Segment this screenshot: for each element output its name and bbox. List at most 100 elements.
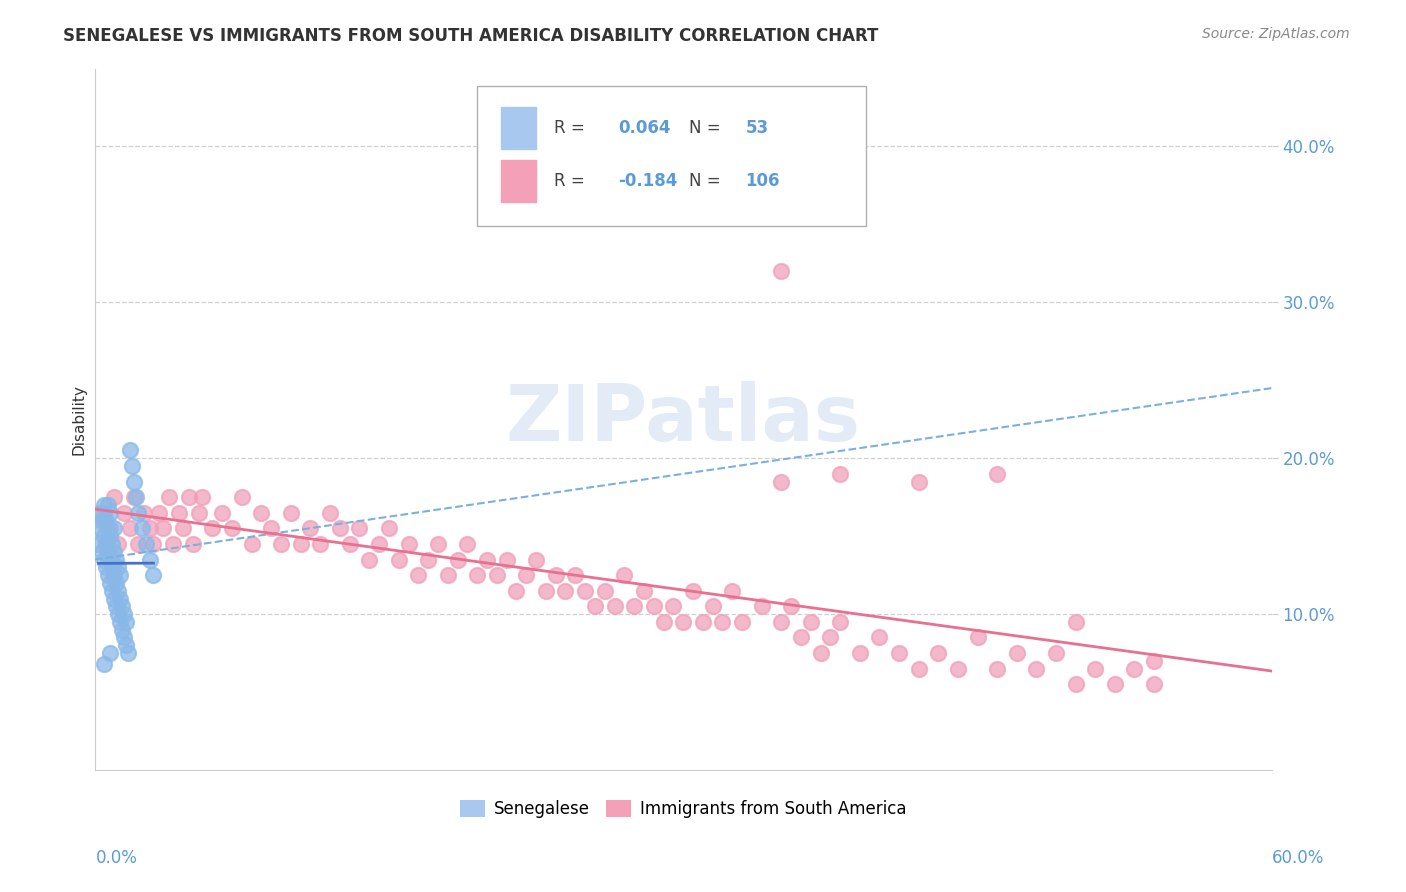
- Text: ZIPatlas: ZIPatlas: [506, 381, 860, 458]
- Point: [112, 607, 135, 621]
- Point: [201, 521, 224, 535]
- Point: [103, 568, 125, 582]
- Point: [162, 537, 184, 551]
- Point: [97, 545, 120, 559]
- Point: [152, 521, 174, 535]
- Point: [887, 646, 910, 660]
- Point: [107, 607, 129, 621]
- Point: [122, 475, 145, 489]
- Point: [111, 599, 134, 614]
- Point: [97, 498, 120, 512]
- Point: [1045, 646, 1067, 660]
- Point: [101, 583, 124, 598]
- Point: [790, 631, 813, 645]
- Point: [177, 490, 200, 504]
- Point: [378, 521, 401, 535]
- Point: [131, 521, 153, 535]
- Point: [117, 646, 139, 660]
- Point: [105, 552, 128, 566]
- Point: [643, 599, 665, 614]
- Point: [98, 529, 121, 543]
- Point: [652, 615, 675, 629]
- Point: [112, 631, 135, 645]
- Point: [623, 599, 645, 614]
- Point: [260, 521, 283, 535]
- Point: [966, 631, 988, 645]
- Text: -0.184: -0.184: [619, 172, 678, 190]
- Point: [107, 537, 129, 551]
- Point: [138, 552, 160, 566]
- Point: [554, 583, 576, 598]
- Text: N =: N =: [689, 172, 721, 190]
- Point: [270, 537, 292, 551]
- Point: [115, 615, 138, 629]
- Point: [157, 490, 180, 504]
- Text: 60.0%: 60.0%: [1272, 849, 1324, 867]
- Point: [849, 646, 872, 660]
- Point: [98, 506, 121, 520]
- Point: [505, 583, 527, 598]
- Point: [93, 657, 115, 671]
- Text: Source: ZipAtlas.com: Source: ZipAtlas.com: [1202, 27, 1350, 41]
- Point: [830, 615, 852, 629]
- Point: [465, 568, 488, 582]
- Point: [112, 506, 135, 520]
- Point: [98, 521, 121, 535]
- Point: [731, 615, 754, 629]
- Point: [103, 591, 125, 606]
- Point: [101, 560, 124, 574]
- Point: [986, 467, 1008, 481]
- Point: [868, 631, 890, 645]
- Point: [127, 506, 149, 520]
- Point: [456, 537, 478, 551]
- Point: [446, 552, 468, 566]
- Point: [118, 443, 141, 458]
- Point: [721, 583, 744, 598]
- Point: [329, 521, 352, 535]
- Point: [142, 537, 165, 551]
- Point: [349, 521, 371, 535]
- Point: [485, 568, 508, 582]
- Point: [770, 615, 793, 629]
- Point: [495, 552, 517, 566]
- Point: [167, 506, 190, 520]
- Point: [132, 506, 155, 520]
- Point: [593, 583, 616, 598]
- Point: [221, 521, 243, 535]
- Point: [103, 545, 125, 559]
- Point: [299, 521, 322, 535]
- Point: [107, 560, 129, 574]
- Point: [1084, 662, 1107, 676]
- Point: [359, 552, 381, 566]
- Point: [583, 599, 606, 614]
- Point: [91, 545, 114, 559]
- Point: [108, 568, 131, 582]
- Point: [682, 583, 704, 598]
- Point: [122, 490, 145, 504]
- Text: SENEGALESE VS IMMIGRANTS FROM SOUTH AMERICA DISABILITY CORRELATION CHART: SENEGALESE VS IMMIGRANTS FROM SOUTH AMER…: [63, 27, 879, 45]
- Legend: Senegalese, Immigrants from South America: Senegalese, Immigrants from South Americ…: [454, 793, 912, 825]
- Point: [108, 615, 131, 629]
- FancyBboxPatch shape: [501, 160, 536, 202]
- FancyBboxPatch shape: [501, 107, 536, 149]
- Point: [702, 599, 724, 614]
- Point: [211, 506, 233, 520]
- Point: [142, 568, 165, 582]
- Point: [927, 646, 949, 660]
- Point: [87, 537, 110, 551]
- Point: [1143, 677, 1166, 691]
- Text: 106: 106: [745, 172, 780, 190]
- Point: [181, 537, 204, 551]
- Point: [280, 506, 302, 520]
- Point: [96, 560, 118, 574]
- Point: [830, 467, 852, 481]
- Point: [564, 568, 586, 582]
- Y-axis label: Disability: Disability: [72, 384, 86, 455]
- Text: 0.064: 0.064: [619, 120, 671, 137]
- Point: [515, 568, 537, 582]
- Point: [93, 498, 115, 512]
- Point: [1025, 662, 1047, 676]
- Point: [436, 568, 458, 582]
- Point: [138, 521, 160, 535]
- Text: R =: R =: [554, 120, 585, 137]
